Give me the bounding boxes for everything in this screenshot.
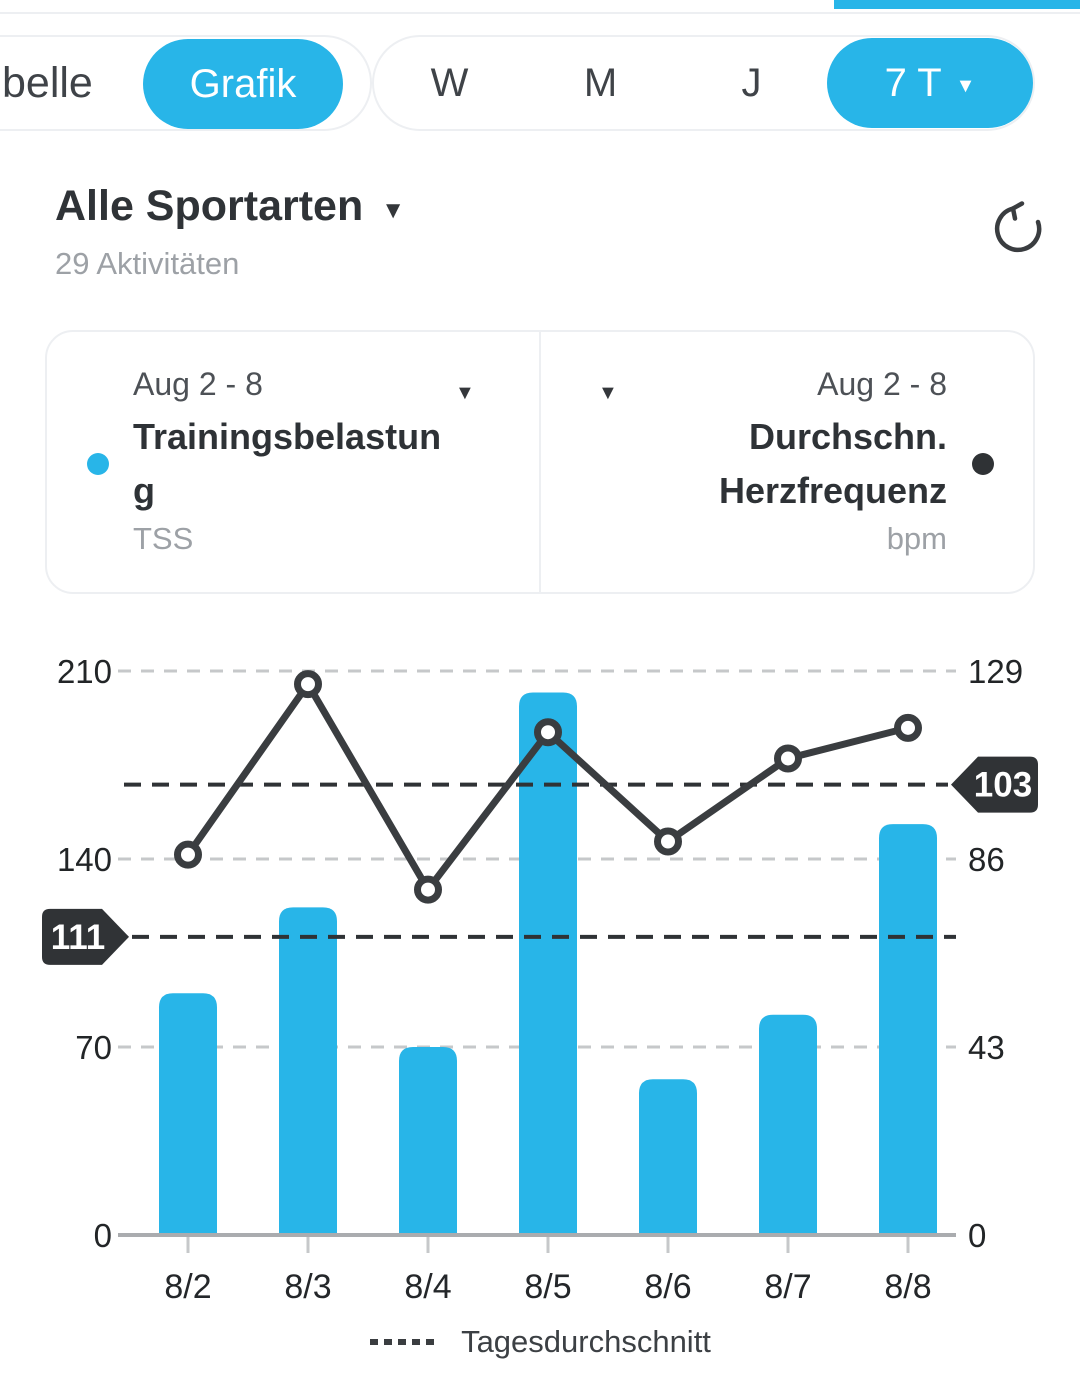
- tab-month[interactable]: M: [583, 60, 618, 105]
- rotate-ccw-icon: [994, 201, 1042, 253]
- active-tab-indicator: [834, 0, 1080, 9]
- activity-count: 29 Aktivitäten: [55, 246, 240, 281]
- x-axis-label: 8/2: [164, 1268, 211, 1306]
- left-card-metric-name[interactable]: Trainingsbelastung: [133, 416, 442, 511]
- tab-week[interactable]: W: [430, 60, 469, 105]
- average-badge-label: 111: [51, 918, 106, 957]
- marker-8-2[interactable]: [174, 840, 202, 869]
- right-card-caret-icon[interactable]: ▼: [598, 382, 618, 404]
- marker-8-8[interactable]: [894, 713, 922, 742]
- x-axis-label: 8/5: [524, 1268, 571, 1306]
- avg-badge-tss: [42, 908, 129, 965]
- tab-grafik[interactable]: Grafik: [143, 39, 343, 129]
- left-axis-tick-label: 0: [94, 1217, 112, 1254]
- line-series-dot-icon: [972, 453, 994, 475]
- refresh-button[interactable]: [988, 198, 1048, 258]
- marker-8-5[interactable]: [534, 718, 562, 747]
- dashed-line-icon: [370, 1339, 435, 1345]
- bar-8-8[interactable]: [879, 824, 937, 1235]
- bar-8-3[interactable]: [279, 907, 337, 1235]
- left-card-date-range: Aug 2 - 8: [133, 366, 263, 402]
- marker-8-3[interactable]: [294, 670, 322, 699]
- chevron-down-icon: ▼: [955, 74, 976, 97]
- avg-badge-hr: [951, 756, 1038, 813]
- right-axis-tick-label: 86: [968, 841, 1005, 878]
- left-axis-tick-label: 210: [57, 653, 112, 690]
- x-axis-label: 8/4: [404, 1268, 451, 1306]
- bar-8-7[interactable]: [759, 1014, 817, 1235]
- left-axis-tick-label: 140: [57, 841, 112, 878]
- right-axis-tick-label: 0: [968, 1217, 986, 1254]
- x-axis-label: 8/3: [284, 1268, 331, 1306]
- average-badge-label: 103: [974, 766, 1032, 805]
- right-card-metric-name[interactable]: Durchschn. Herzfrequenz: [718, 416, 947, 511]
- x-axis-label: 8/7: [764, 1268, 811, 1306]
- legend-label: Tagesdurchschnitt: [461, 1324, 711, 1359]
- top-divider: [0, 12, 1080, 14]
- left-card-unit: TSS: [133, 521, 194, 556]
- card-divider: [539, 330, 541, 594]
- bar-8-6[interactable]: [639, 1079, 697, 1235]
- chart-legend: Tagesdurchschnitt: [0, 1320, 1080, 1364]
- right-card-date-range: Aug 2 - 8: [817, 366, 947, 402]
- marker-8-6[interactable]: [654, 827, 682, 856]
- bar-8-2[interactable]: [159, 993, 217, 1235]
- page-title: Alle Sportarten: [55, 182, 364, 230]
- left-card-caret-icon[interactable]: ▼: [455, 382, 475, 404]
- bar-8-4[interactable]: [399, 1047, 457, 1235]
- right-axis-tick-label: 129: [968, 653, 1023, 690]
- tab-tabelle[interactable]: belle: [2, 58, 93, 107]
- range-dropdown-label: 7 T: [884, 60, 942, 105]
- sport-filter-dropdown[interactable]: Alle Sportarten ▼: [55, 182, 405, 231]
- caret-down-icon: ▼: [381, 196, 405, 224]
- right-axis-tick-label: 43: [968, 1029, 1005, 1066]
- tab-year[interactable]: J: [741, 60, 762, 105]
- x-axis-label: 8/8: [884, 1268, 931, 1306]
- bar-series-dot-icon: [87, 453, 109, 475]
- right-card-unit: bpm: [886, 521, 947, 556]
- training-load-heart-rate-chart[interactable]: 111 103 8/2 8/3 8/4 8/5 8/6 8/7 8/8 0 70 140 210 0 43 8…: [0, 630, 1080, 1320]
- range-toggle-control: W M J 7 T ▼: [372, 35, 1035, 131]
- bar-8-5[interactable]: [519, 692, 577, 1235]
- x-axis-label: 8/6: [644, 1268, 691, 1306]
- marker-8-7[interactable]: [774, 744, 802, 773]
- left-axis-tick-label: 70: [75, 1029, 112, 1066]
- range-dropdown-7t[interactable]: 7 T ▼: [827, 38, 1033, 128]
- marker-8-4[interactable]: [414, 875, 442, 904]
